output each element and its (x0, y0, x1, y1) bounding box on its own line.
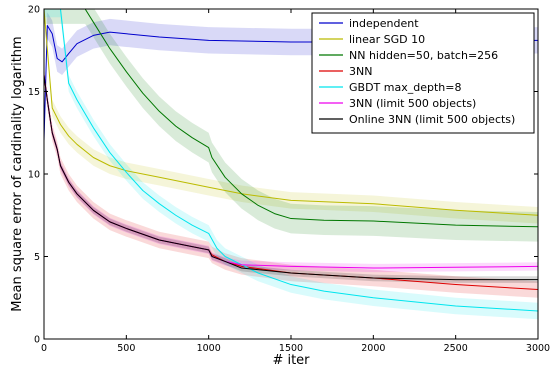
y-tick-label: 15 (28, 87, 40, 98)
legend-label: independent (349, 17, 419, 30)
legend-label: linear SGD 10 (349, 33, 425, 46)
y-tick-label: 0 (34, 335, 40, 346)
x-axis-label: # iter (272, 353, 310, 368)
legend: independent linear SGD 10 NN hidden=50, ba… (311, 12, 535, 134)
series-5-line (44, 9, 538, 312)
x-tick-label: 3000 (526, 343, 550, 354)
series-3-band (44, 9, 538, 242)
x-tick-label: 0 (41, 343, 47, 354)
y-tick-label: 20 (28, 5, 40, 16)
x-tick-label: 2500 (444, 343, 468, 354)
legend-label: 3NN (349, 65, 372, 78)
legend-label: GBDT max_depth=8 (349, 81, 461, 94)
y-axis-label: Mean square error of cardinality logarit… (10, 36, 25, 311)
legend-label: NN hidden=50, batch=256 (349, 49, 498, 62)
x-tick-label: 500 (117, 343, 135, 354)
x-tick-label: 1000 (197, 343, 221, 354)
legend-box (311, 12, 535, 134)
series-3-line (44, 9, 538, 228)
x-tick-label: 2000 (361, 343, 385, 354)
y-tick-label: 5 (34, 252, 40, 263)
series-2-line (44, 9, 538, 216)
y-tick-label: 10 (28, 170, 40, 181)
series-7-line (44, 74, 538, 281)
series-4-band (44, 66, 538, 298)
legend-label: 3NN (limit 500 objects) (349, 97, 476, 110)
legend-label: Online 3NN (limit 500 objects) (349, 113, 515, 126)
x-tick-label: 1500 (279, 343, 303, 354)
